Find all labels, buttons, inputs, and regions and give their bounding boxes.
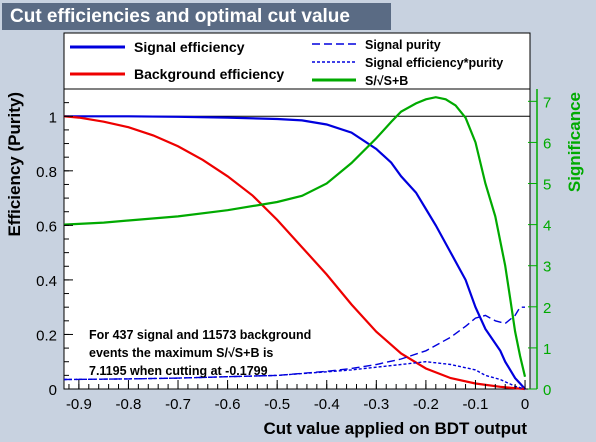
y-tick-label: 1 bbox=[49, 109, 57, 126]
annotation-line-3: 7.1195 when cutting at -0.1799 bbox=[89, 364, 268, 378]
y2-tick-label: 5 bbox=[543, 177, 551, 194]
x-tick-label: -0.8 bbox=[116, 396, 142, 413]
legend-label-0: Signal efficiency bbox=[134, 39, 245, 55]
series-line-0 bbox=[64, 115, 526, 390]
y-tick-label: 0.6 bbox=[36, 218, 57, 235]
y2-tick-label: 6 bbox=[543, 135, 551, 152]
legend-label-3: Signal efficiency*purity bbox=[365, 56, 503, 70]
series-line-1 bbox=[63, 115, 526, 391]
x-tick-label: -0.4 bbox=[314, 396, 340, 413]
x-tick-label: -0.6 bbox=[215, 396, 241, 413]
y2-tick-label: 7 bbox=[543, 94, 551, 111]
legend bbox=[63, 32, 531, 90]
y2-tick-label: 1 bbox=[543, 341, 551, 358]
x-tick-label: -0.9 bbox=[66, 396, 92, 413]
x-tick-label: -0.1 bbox=[463, 396, 489, 413]
x-tick-label: -0.2 bbox=[413, 396, 439, 413]
y2-axis-label: Significance bbox=[565, 92, 584, 192]
x-tick-label: -0.3 bbox=[363, 396, 389, 413]
y-axis-label: Efficiency (Purity) bbox=[5, 92, 24, 237]
chart-title: Cut efficiencies and optimal cut value bbox=[2, 3, 391, 30]
annotation: For 437 signal and 11573 background even… bbox=[89, 328, 311, 378]
series-line-4 bbox=[63, 96, 527, 377]
y-tick-label: 0 bbox=[49, 382, 57, 399]
x-tick-label: 0 bbox=[521, 396, 529, 413]
y-tick-label: 0.8 bbox=[36, 164, 57, 181]
x-tick-label: -0.7 bbox=[165, 396, 191, 413]
annotation-line-2: events the maximum S/√S+B is bbox=[89, 346, 273, 360]
legend-label-1: Background efficiency bbox=[134, 66, 284, 82]
y2-tick-label: 4 bbox=[543, 218, 551, 235]
legend-label-4: S/√S+B bbox=[365, 74, 408, 88]
y2-tick-label: 0 bbox=[543, 382, 551, 399]
x-tick-label: -0.5 bbox=[264, 396, 290, 413]
x-axis-label: Cut value applied on BDT output bbox=[264, 419, 528, 438]
y2-tick-label: 3 bbox=[543, 259, 551, 276]
series-line-2 bbox=[63, 306, 525, 381]
plot-area bbox=[63, 88, 531, 390]
y-tick-label: 0.2 bbox=[36, 327, 57, 344]
y2-tick-label: 2 bbox=[543, 300, 551, 317]
annotation-line-1: For 437 signal and 11573 background bbox=[89, 328, 311, 342]
y-tick-label: 0.4 bbox=[36, 273, 57, 290]
legend-box bbox=[63, 32, 531, 90]
legend-label-2: Signal purity bbox=[365, 38, 441, 52]
series-line-3 bbox=[63, 360, 526, 390]
